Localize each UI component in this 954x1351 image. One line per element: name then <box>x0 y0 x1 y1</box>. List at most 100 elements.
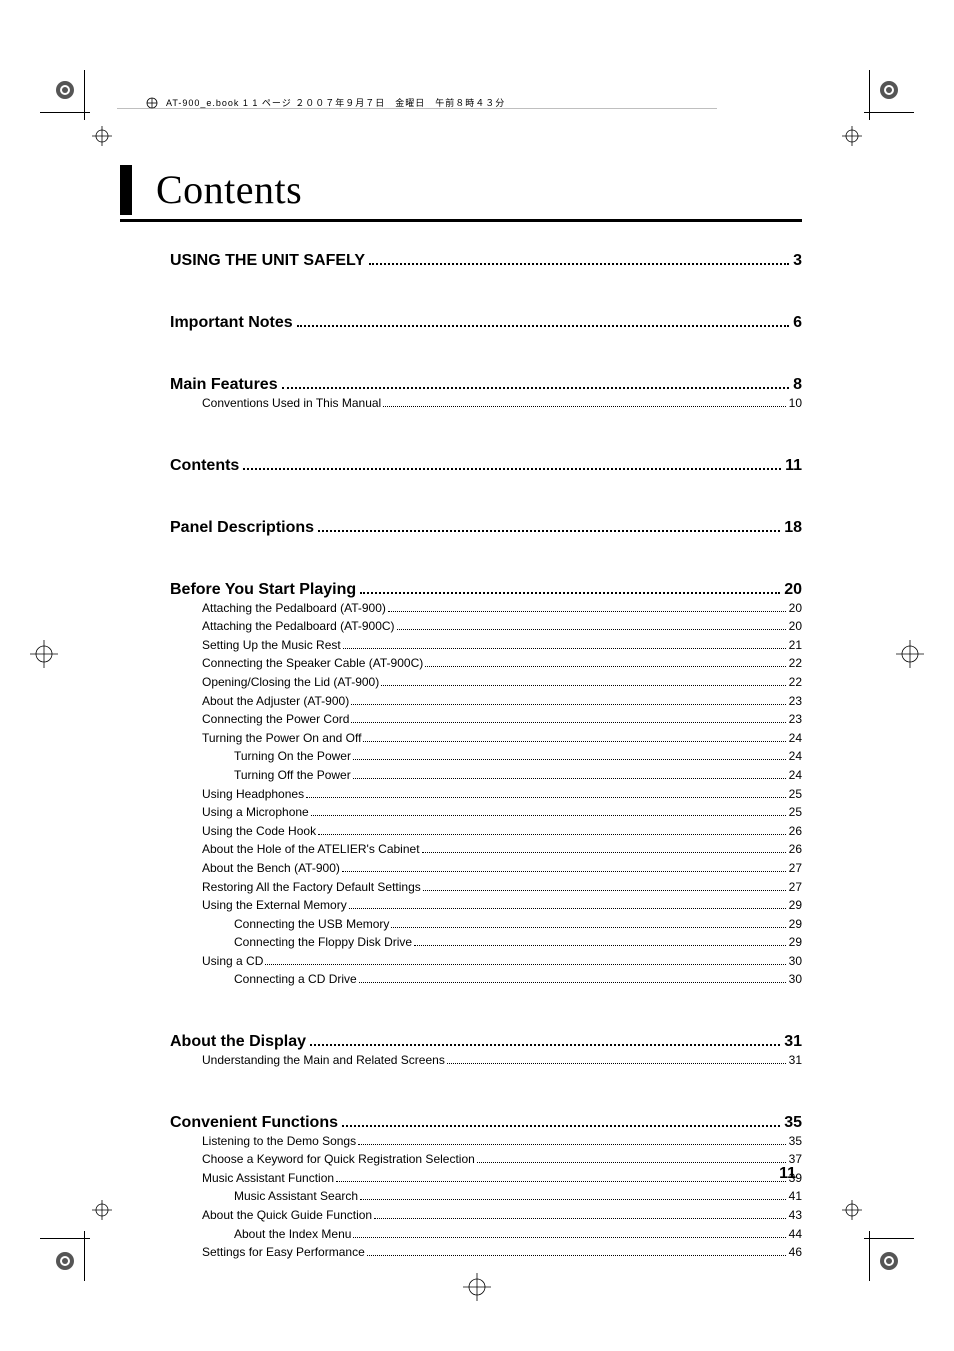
toc-entry-title: Connecting a CD Drive <box>234 970 357 989</box>
toc-entry: Conventions Used in This Manual10 <box>170 394 802 413</box>
toc-section-title: Before You Start Playing <box>170 581 356 599</box>
toc-leader-dots <box>349 908 786 909</box>
toc-leader-dots <box>243 468 781 470</box>
toc-entry: Connecting the Floppy Disk Drive 29 <box>170 933 802 952</box>
toc-entry: Choose a Keyword for Quick Registration … <box>170 1150 802 1169</box>
toc-entry: About the Hole of the ATELIER's Cabinet 2… <box>170 840 802 859</box>
registration-mark-icon <box>55 80 75 100</box>
toc-section-page: 3 <box>793 252 802 270</box>
toc-entry: Listening to the Demo Songs 35 <box>170 1132 802 1151</box>
toc-leader-dots <box>391 927 785 928</box>
toc-entry-title: Turning Off the Power <box>234 766 351 785</box>
toc-entry-title: Restoring All the Factory Default Settin… <box>202 878 421 897</box>
toc-section: Important Notes 6 <box>170 314 802 332</box>
toc-entry-page: 35 <box>789 1132 802 1151</box>
crosshair-mark-icon <box>92 1200 112 1225</box>
crosshair-mark-icon <box>92 126 112 151</box>
toc-entry-title: Listening to the Demo Songs <box>202 1132 356 1151</box>
toc-entry-page: 26 <box>789 840 802 859</box>
toc-entry-page: 46 <box>789 1243 802 1262</box>
toc-section: Before You Start Playing 20 <box>170 581 802 599</box>
toc-entry-page: 10 <box>789 394 802 413</box>
toc-entry: Opening/Closing the Lid (AT-900)22 <box>170 673 802 692</box>
toc-entry-page: 29 <box>789 933 802 952</box>
toc-leader-dots <box>369 263 789 265</box>
spacer <box>170 270 802 292</box>
toc-entry-page: 20 <box>789 617 802 636</box>
toc-entry: Connecting a CD Drive 30 <box>170 970 802 989</box>
toc-section-page: 11 <box>785 457 802 475</box>
toc-entry-page: 23 <box>789 692 802 711</box>
toc-section-page: 6 <box>793 314 802 332</box>
spacer <box>170 1262 802 1284</box>
toc-entry-title: Setting Up the Music Rest <box>202 636 341 655</box>
toc-entry-page: 27 <box>789 878 802 897</box>
toc-entry-title: Connecting the Floppy Disk Drive <box>234 933 412 952</box>
toc-leader-dots <box>425 666 785 667</box>
spacer <box>170 332 802 354</box>
toc-entry-title: Attaching the Pedalboard (AT-900) <box>202 599 386 618</box>
table-of-contents: USING THE UNIT SAFELY 3 Important Notes 6… <box>120 252 802 1284</box>
toc-entry-page: 27 <box>789 859 802 878</box>
toc-leader-dots <box>367 1255 786 1256</box>
toc-entry-title: Using the External Memory <box>202 896 347 915</box>
toc-entry-page: 23 <box>789 710 802 729</box>
toc-entry-page: 29 <box>789 896 802 915</box>
toc-leader-dots <box>336 1181 786 1182</box>
toc-entry-title: Connecting the USB Memory <box>234 915 389 934</box>
toc-entry-title: Attaching the Pedalboard (AT-900C) <box>202 617 395 636</box>
toc-leader-dots <box>358 1144 786 1145</box>
toc-leader-dots <box>381 685 785 686</box>
toc-entry-page: 43 <box>789 1206 802 1225</box>
toc-entry-page: 24 <box>789 747 802 766</box>
toc-section-page: 31 <box>784 1033 802 1051</box>
toc-leader-dots <box>310 1044 780 1046</box>
toc-leader-dots <box>363 741 785 742</box>
toc-leader-dots <box>397 629 786 630</box>
crop-mark <box>40 112 90 113</box>
toc-entry-title: Turning the Power On and Off <box>202 729 361 748</box>
toc-leader-dots <box>343 648 786 649</box>
toc-entry: Music Assistant Function39 <box>170 1169 802 1188</box>
toc-entry: Restoring All the Factory Default Settin… <box>170 878 802 897</box>
toc-leader-dots <box>374 1218 786 1219</box>
toc-entry-page: 31 <box>789 1051 802 1070</box>
toc-entry: Turning Off the Power24 <box>170 766 802 785</box>
toc-entry-page: 25 <box>789 785 802 804</box>
toc-entry: Connecting the USB Memory29 <box>170 915 802 934</box>
toc-entry-title: Turning On the Power <box>234 747 351 766</box>
toc-entry-title: About the Hole of the ATELIER's Cabinet <box>202 840 420 859</box>
toc-leader-dots <box>414 945 786 946</box>
toc-entry-title: Using a Microphone <box>202 803 309 822</box>
spacer <box>170 537 802 559</box>
spacer <box>170 475 802 497</box>
page-title: Contents <box>156 166 302 213</box>
toc-entry-title: Music Assistant Function <box>202 1169 334 1188</box>
toc-section: Main Features 8 <box>170 376 802 394</box>
crop-mark <box>864 112 914 113</box>
toc-entry-page: 30 <box>789 970 802 989</box>
toc-section-title: USING THE UNIT SAFELY <box>170 252 365 270</box>
crosshair-mark-icon <box>842 126 862 151</box>
toc-leader-dots <box>318 530 780 532</box>
toc-entry-title: Opening/Closing the Lid (AT-900) <box>202 673 379 692</box>
toc-leader-dots <box>360 1199 786 1200</box>
toc-section-page: 20 <box>784 581 802 599</box>
toc-entry-title: About the Adjuster (AT-900) <box>202 692 349 711</box>
toc-section-title: About the Display <box>170 1033 306 1051</box>
toc-leader-dots <box>297 325 789 327</box>
toc-entry: Using the Code Hook26 <box>170 822 802 841</box>
toc-entry: Settings for Easy Performance46 <box>170 1243 802 1262</box>
crop-mark <box>40 1238 90 1239</box>
registration-mark-icon <box>55 1251 75 1271</box>
toc-section: Panel Descriptions 18 <box>170 519 802 537</box>
spacer <box>170 1070 802 1092</box>
title-rule <box>120 219 802 222</box>
toc-entry-title: About the Bench (AT-900) <box>202 859 340 878</box>
toc-entry-title: Using a CD <box>202 952 263 971</box>
toc-leader-dots <box>306 797 786 798</box>
toc-entry: Connecting the Power Cord23 <box>170 710 802 729</box>
toc-entry: About the Index Menu44 <box>170 1225 802 1244</box>
toc-entry: Music Assistant Search41 <box>170 1187 802 1206</box>
toc-leader-dots <box>342 871 786 872</box>
